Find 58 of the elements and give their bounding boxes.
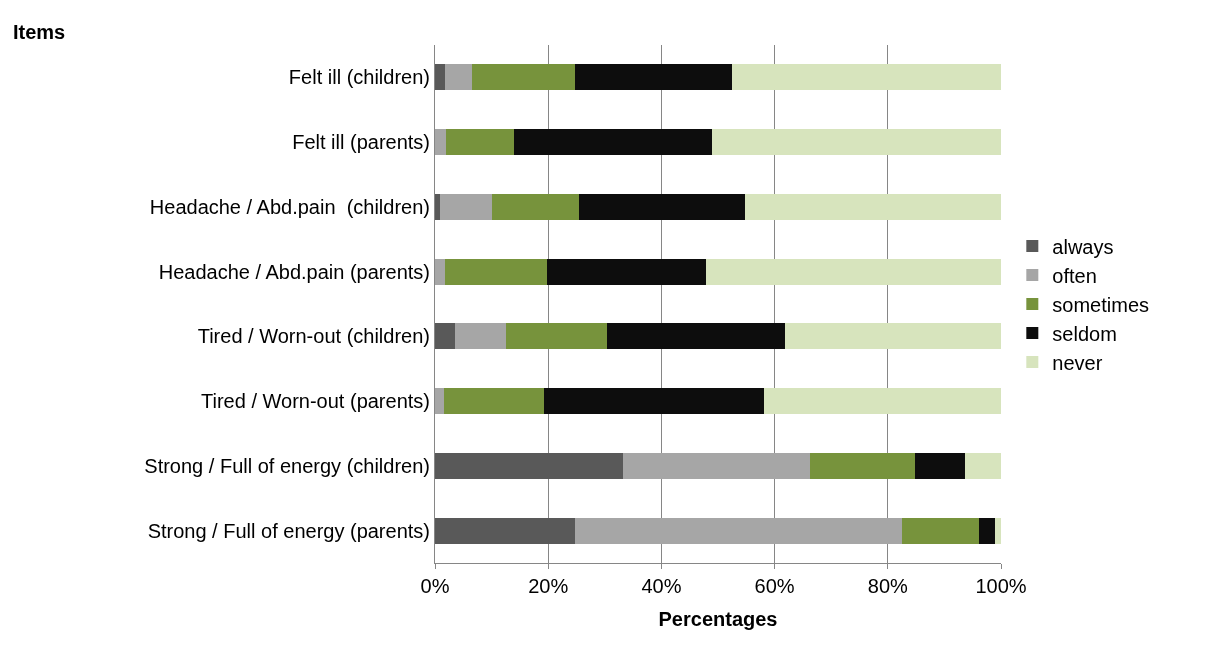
legend-label: always [1052, 235, 1114, 258]
y-tick-label: Headache / Abd.pain (parents) [158, 260, 430, 283]
bar [435, 323, 456, 350]
x-tick-label: 20% [528, 575, 569, 597]
bar [444, 388, 544, 415]
legend-label: seldom [1052, 322, 1117, 345]
y-axis-title: Items [13, 21, 66, 43]
bar [440, 193, 492, 220]
bar [578, 193, 745, 220]
legend-label: never [1052, 351, 1103, 374]
bar [514, 129, 713, 156]
bar [435, 388, 445, 415]
bar [606, 323, 786, 350]
bar [914, 452, 966, 479]
bar [622, 452, 810, 479]
bar [744, 193, 1001, 220]
bar [435, 129, 447, 156]
y-tick-label: Felt ill (children) [288, 66, 430, 89]
bar [575, 64, 732, 91]
bar [445, 258, 547, 285]
bar [491, 193, 579, 220]
bar [785, 323, 1001, 350]
bar [435, 452, 623, 479]
bar [435, 258, 446, 285]
bar [472, 64, 576, 91]
x-axis-title: Percentages [658, 607, 778, 630]
x-tick-label: 100% [975, 575, 1027, 597]
y-tick-label: Tired / Worn-out (children) [197, 325, 430, 348]
bar [435, 517, 575, 544]
y-tick-label: Strong / Full of energy (children) [144, 454, 430, 477]
bar [435, 64, 446, 91]
x-tick-label: 60% [754, 575, 795, 597]
y-tick-label: Headache / Abd.pain (children) [149, 195, 430, 218]
bar [546, 258, 706, 285]
bar [764, 388, 1001, 415]
bar [731, 64, 1001, 91]
y-tick-label: Tired / Worn-out (parents) [201, 390, 430, 413]
bar [705, 258, 1001, 285]
y-tick-label: Felt ill (parents) [292, 131, 430, 154]
legend-label: sometimes [1052, 293, 1150, 316]
x-tick-label: 0% [420, 575, 450, 597]
bar [435, 193, 441, 220]
x-tick-label: 40% [641, 575, 682, 597]
x-tick-label: 80% [867, 575, 909, 597]
legend-label: often [1052, 264, 1097, 287]
bar [543, 388, 765, 415]
bar [446, 129, 515, 156]
bar [978, 517, 996, 544]
bar [901, 517, 979, 544]
bar [965, 452, 1001, 479]
bar [995, 517, 1001, 544]
bar [445, 64, 473, 91]
y-tick-label: Strong / Full of energy (parents) [147, 519, 430, 542]
bar [809, 452, 915, 479]
bar [574, 517, 902, 544]
bar [712, 129, 1001, 156]
bar [506, 323, 607, 350]
bar [455, 323, 507, 350]
